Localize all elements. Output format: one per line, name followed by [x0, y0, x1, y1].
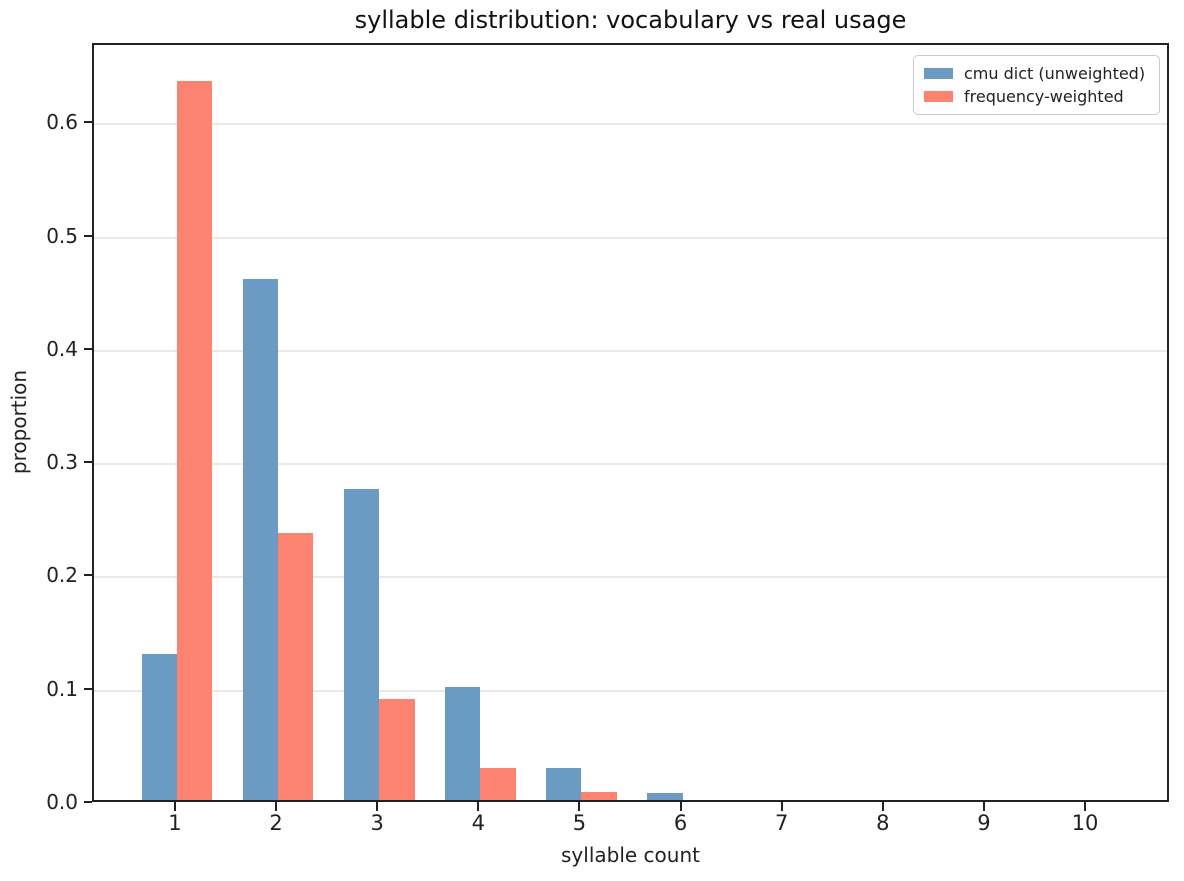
legend-item: frequency-weighted	[924, 85, 1149, 108]
legend-item: cmu dict (unweighted)	[924, 62, 1149, 85]
bar-cmu-3	[343, 488, 380, 800]
x-tick-label: 1	[168, 811, 182, 835]
x-tick-label: 2	[269, 811, 283, 835]
y-tick	[84, 574, 92, 577]
bar-cmu-4	[444, 686, 481, 800]
gridline	[94, 689, 1167, 692]
y-tick-label: 0.5	[46, 223, 78, 248]
bar-freq-4	[480, 768, 516, 800]
legend-label: cmu dict (unweighted)	[964, 64, 1146, 83]
bar-cmu-5	[546, 768, 582, 800]
x-tick-label: 4	[471, 811, 485, 835]
x-tick	[982, 802, 985, 811]
y-tick-label: 0.2	[46, 563, 78, 588]
x-tick	[881, 802, 884, 811]
legend-swatch-icon	[924, 68, 953, 79]
legend-swatch-icon	[924, 91, 953, 102]
y-tick-label: 0.4	[46, 336, 78, 361]
y-tick	[84, 461, 92, 464]
x-tick-label: 9	[977, 811, 991, 835]
gridline	[94, 463, 1167, 466]
x-tick	[376, 802, 379, 811]
gridline	[94, 576, 1167, 579]
x-tick	[679, 802, 682, 811]
x-tick	[780, 802, 783, 811]
x-tick	[173, 802, 176, 811]
y-tick	[84, 687, 92, 690]
x-axis-label: syllable count	[561, 843, 700, 867]
x-tick-label: 7	[774, 811, 789, 835]
bar-freq-3	[379, 699, 415, 800]
bar-freq-5	[581, 792, 617, 800]
gridline	[94, 236, 1167, 239]
x-tick	[578, 802, 581, 811]
x-tick-label: 8	[876, 811, 890, 835]
x-tick-label: 6	[673, 811, 688, 835]
bar-cmu-1	[141, 653, 177, 800]
bar-freq-1	[176, 80, 213, 800]
bar-cmu-6	[647, 793, 683, 800]
plot-area	[92, 43, 1169, 802]
y-tick	[84, 121, 92, 124]
y-tick	[84, 801, 92, 803]
y-tick-label: 0.0	[46, 790, 78, 814]
bar-freq-2	[278, 532, 314, 800]
x-tick-label: 10	[1071, 811, 1099, 835]
x-tick	[1084, 802, 1087, 811]
y-tick	[84, 347, 92, 350]
legend: cmu dict (unweighted) frequency-weighted	[913, 55, 1160, 115]
gridline	[94, 123, 1167, 126]
y-tick-label: 0.3	[46, 450, 78, 475]
gridline	[94, 349, 1167, 352]
legend-label: frequency-weighted	[964, 87, 1124, 106]
chart-title: syllable distribution: vocabulary vs rea…	[354, 6, 907, 34]
bar-cmu-2	[242, 278, 279, 800]
x-tick-label: 3	[370, 811, 384, 835]
y-tick	[84, 234, 92, 237]
x-tick	[275, 802, 278, 811]
y-tick-label: 0.6	[46, 110, 78, 135]
y-tick-label: 0.1	[46, 676, 78, 701]
x-tick-label: 5	[572, 811, 587, 835]
x-tick	[477, 802, 480, 811]
